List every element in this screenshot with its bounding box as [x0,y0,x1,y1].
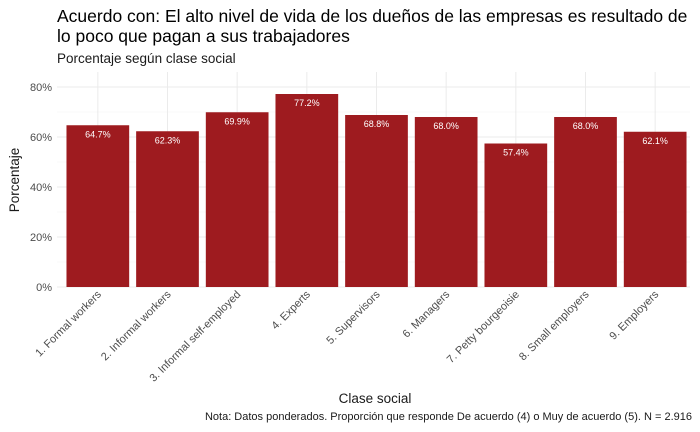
x-tick-label: 9. Employers [607,288,661,342]
x-tick-label: 2. Informal workers [99,288,174,363]
bar-value-label: 64.7% [85,129,111,139]
bar-value-label: 68.8% [364,119,390,129]
bar [66,125,130,287]
bar [414,117,478,287]
x-tick-label: 4. Experts [269,288,313,332]
x-tick-label: 1. Formal workers [33,288,104,359]
bars-group [66,94,687,287]
chart-caption: Nota: Datos ponderados. Proporción que r… [204,411,692,423]
bar [205,112,269,287]
y-tick-label: 60% [30,132,52,144]
bar [623,131,687,287]
bar-value-label: 77.2% [294,98,320,108]
bar-value-label: 68.0% [573,121,599,131]
x-axis-title: Clase social [339,391,412,406]
y-tick-label: 0% [36,282,52,294]
bar-value-label: 68.0% [433,121,459,131]
bar [136,131,199,287]
bar-value-label: 57.4% [503,148,529,158]
y-tick-label: 20% [30,232,52,244]
y-axis-title: Porcentaje [7,148,22,213]
bar [275,94,339,287]
bar [554,117,617,287]
bar [484,143,548,287]
x-tick-label: 5. Supervisors [324,288,383,347]
bar-value-label: 62.3% [155,135,181,145]
y-axis-ticks: 0% 20% 40% 60% 80% [30,82,52,294]
y-tick-label: 40% [30,182,52,194]
bar-value-label: 62.1% [642,136,668,146]
chart-title: Acuerdo con: El alto nivel de vida de lo… [57,6,688,46]
x-tick-label: 6. Managers [401,288,453,340]
x-tick-label: 8. Small employers [517,288,592,363]
bar-value-label: 69.9% [224,116,250,126]
bar [345,115,408,287]
chart-subtitle: Porcentaje según clase social [57,51,236,66]
bar-labels-group: 64.7% 62.3% 69.9% 77.2% 68.8% 68.0% 57.4% 68.0%… [85,98,668,158]
y-tick-label: 80% [30,82,52,94]
x-tick-label: 7. Petty bourgeoisie [445,289,522,366]
